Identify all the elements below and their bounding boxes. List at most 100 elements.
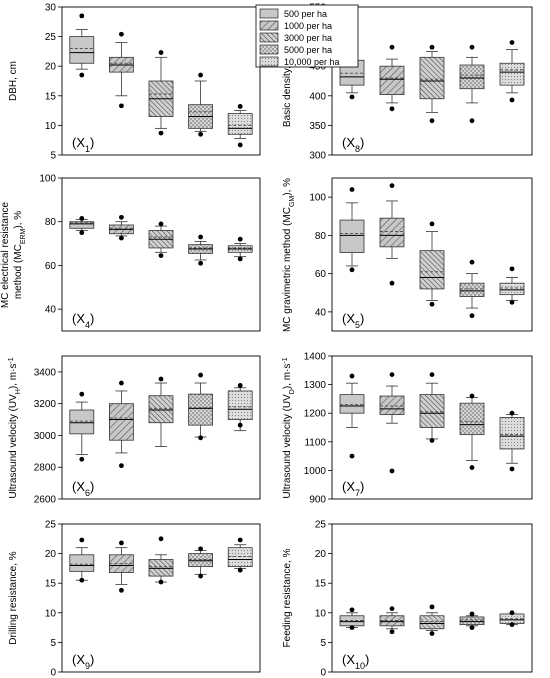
outlier-point xyxy=(469,465,475,470)
y-axis-label: Feeding resistance, % xyxy=(282,548,293,647)
box-group-3 xyxy=(148,376,174,447)
box-group-2 xyxy=(379,372,405,474)
outlier-point xyxy=(509,466,515,472)
outlier-point xyxy=(237,422,243,428)
box xyxy=(109,403,134,441)
outlier-point xyxy=(79,391,85,397)
outlier-point xyxy=(349,267,355,273)
box xyxy=(69,221,95,229)
chart-legend: 500 per ha 1000 per ha 3000 per ha 5000 … xyxy=(255,4,359,68)
box xyxy=(379,217,405,248)
box-group-2 xyxy=(379,44,405,112)
box xyxy=(459,64,485,90)
y-tick-label: 350 xyxy=(309,121,326,132)
box xyxy=(339,219,365,253)
box-group-2 xyxy=(379,183,405,286)
box-group-4 xyxy=(188,72,214,137)
panel-5: 2600 2800 3000 3200 3400 Ultrasound velocity … xyxy=(8,355,261,506)
outlier-point xyxy=(469,44,475,50)
panel-label: (X8) xyxy=(342,135,364,154)
y-tick-label: 2800 xyxy=(34,463,57,474)
y-tick-label: 80 xyxy=(315,231,327,242)
y-tick-label: 5 xyxy=(50,638,56,649)
outlier-point xyxy=(79,72,85,78)
outlier-point xyxy=(509,266,515,272)
y-tick-label: 0 xyxy=(50,668,56,678)
box-group-4 xyxy=(459,259,485,319)
outlier-point xyxy=(509,97,515,103)
outlier-point xyxy=(469,393,475,399)
outlier-point xyxy=(198,234,204,240)
box xyxy=(148,559,174,577)
box-group-4 xyxy=(459,393,485,470)
outlier-point xyxy=(158,50,164,55)
outlier-point xyxy=(469,611,475,617)
outlier-point xyxy=(79,456,85,462)
panel-label: (X4) xyxy=(72,311,94,330)
box xyxy=(419,615,445,630)
outlier-point xyxy=(119,540,124,546)
y-tick-label: 60 xyxy=(45,261,57,272)
outlier-point xyxy=(389,106,395,112)
outlier-point xyxy=(429,604,435,610)
outlier-point xyxy=(119,463,124,469)
legend-label-5000: 5000 per ha xyxy=(284,45,332,55)
y-tick-label: 100 xyxy=(39,174,56,185)
box-group-4 xyxy=(459,44,485,124)
outlier-point xyxy=(79,13,85,19)
outlier-point xyxy=(389,372,395,377)
box-group-3 xyxy=(419,604,445,636)
outlier-point xyxy=(509,40,515,45)
outlier-point xyxy=(429,631,435,636)
box xyxy=(419,56,445,100)
box xyxy=(227,113,253,135)
outlier-point xyxy=(429,437,435,443)
panel-8: 0 5 10 15 20 25 Feeding resistance, % (X10) xyxy=(282,520,533,678)
outlier-point xyxy=(158,130,164,136)
outlier-point xyxy=(509,410,515,416)
box-group-1 xyxy=(69,216,95,236)
outlier-point xyxy=(389,468,395,474)
plot-frame xyxy=(331,523,533,673)
outlier-point xyxy=(237,537,243,543)
outlier-point xyxy=(469,625,475,630)
box-group-5 xyxy=(227,236,253,262)
y-tick-label: 25 xyxy=(45,32,57,43)
box-group-1 xyxy=(69,537,95,583)
outlier-point xyxy=(469,313,475,319)
outlier-point xyxy=(119,235,124,241)
y-tick-label: 3000 xyxy=(34,431,57,442)
y-tick-label: 100 xyxy=(309,193,326,204)
legend-swatch-3000 xyxy=(259,32,279,43)
outlier-point xyxy=(389,44,395,50)
y-tick-label: 10 xyxy=(315,608,327,619)
outlier-point xyxy=(349,187,355,192)
y-tick-label: 900 xyxy=(309,495,326,506)
outlier-point xyxy=(237,382,243,388)
box xyxy=(69,554,95,572)
y-tick-label: 1100 xyxy=(304,437,326,448)
box xyxy=(188,553,214,568)
outlier-point xyxy=(198,372,204,378)
box xyxy=(188,393,214,426)
y-axis-label: Ultrasound velocity (UVH), m·s-1 xyxy=(8,357,22,498)
outlier-point xyxy=(198,72,204,78)
box-group-2 xyxy=(379,606,405,635)
plot-frame xyxy=(331,355,533,500)
box-group-1 xyxy=(339,373,365,459)
y-tick-label: 10 xyxy=(45,608,57,619)
box xyxy=(227,390,253,420)
box-group-4 xyxy=(188,546,214,579)
plot-frame xyxy=(61,177,261,332)
box-group-5 xyxy=(227,537,253,573)
outlier-point xyxy=(237,256,243,262)
outlier-point xyxy=(119,31,124,37)
box xyxy=(69,36,95,64)
panel-label: (X10) xyxy=(342,652,369,671)
box-group-5 xyxy=(227,382,253,432)
panel-label: (X5) xyxy=(342,311,364,330)
outlier-point xyxy=(237,142,243,148)
box-group-1 xyxy=(339,187,365,273)
box-group-2 xyxy=(109,214,134,241)
